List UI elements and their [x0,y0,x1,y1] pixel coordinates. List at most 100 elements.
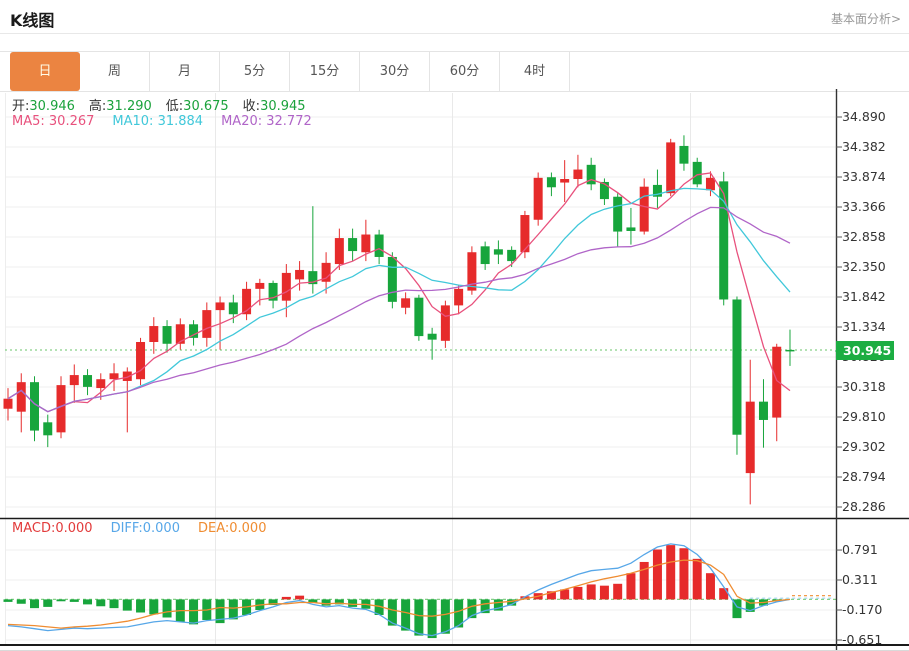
macd-bar [626,573,636,600]
macd-bar [692,558,702,600]
macd-bar [122,599,132,611]
macd-bar [295,595,305,600]
ma5-readout: MA5: 30.267 [12,114,95,129]
macd-bar [454,599,464,628]
candle [679,145,689,164]
macd-bar [43,599,53,607]
candle [666,142,676,194]
macd-readout: MACD:0.000 [12,521,93,536]
candle [613,196,623,232]
candle [308,271,318,285]
tab-period-5[interactable]: 30分 [360,52,430,91]
candle [16,382,26,412]
candle [69,375,79,386]
candle [480,246,490,265]
macd-bar [573,586,583,600]
candle [281,272,291,301]
macd-bar [149,599,159,615]
macd-bar [719,588,729,600]
macd-bar [480,599,490,614]
price-axis-label: 32.858 [842,229,886,244]
macd-bar [679,548,689,600]
macd-bar [560,589,570,600]
macd-axis-label: -0.651 [842,632,883,647]
macd-bar [666,545,676,600]
tab-period-7[interactable]: 4时 [500,52,570,91]
ma10-line [7,187,791,413]
candle [268,282,278,301]
macd-bar [30,599,40,609]
candle [202,310,212,338]
price-axis-label: 33.874 [842,169,886,184]
fundamental-analysis-link[interactable]: 基本面分析> [830,12,901,26]
tab-period-2[interactable]: 月 [150,52,220,91]
macd-bar [493,599,503,611]
tab-period-0[interactable]: 日 [10,52,80,91]
macd-bar [427,599,437,639]
candle [533,177,543,220]
macd-bar [374,599,384,615]
high-value: 31.290 [106,99,152,114]
macd-bar [136,599,146,613]
candle [175,324,185,344]
price-axis-label: 34.890 [842,109,886,124]
macd-bar [520,596,530,600]
macd-histogram [3,545,782,639]
period-tabs: 日周月 5分 15分 30分 60分 4时 [10,52,570,91]
candle [599,181,609,200]
candle [43,422,53,436]
macd-bar [96,599,106,607]
candle [427,333,437,340]
candle [215,302,225,311]
candle [586,164,596,185]
high-label: 高: [88,99,107,114]
tab-period-6[interactable]: 60分 [430,52,500,91]
candle [242,288,252,315]
candle [758,401,768,420]
ma-bar: MA5: 30.267 MA10: 31.884 MA20: 32.772 [12,114,312,129]
candle [692,161,702,185]
ohlc-bar: 开:30.946 高:31.290 低:30.675 收:30.945 [12,95,320,114]
macd-bar [387,599,397,626]
macd-bar [69,599,79,602]
candle [639,186,649,232]
candle [520,215,530,253]
macd-bar [281,596,291,600]
macd-bar [3,599,13,602]
tab-period-3[interactable]: 5分 [220,52,290,91]
candle [348,238,358,252]
candle [30,382,40,431]
ma20-line [7,206,791,413]
candle [109,373,119,380]
price-axis-label: 28.286 [842,499,886,514]
candle [228,302,238,315]
low-value: 30.675 [183,99,229,114]
macd-bar [56,599,66,602]
candle [440,305,450,341]
tab-bar: 日周月 5分 15分 30分 60分 4时 [0,51,909,92]
diff-line [7,543,791,637]
candle [467,252,477,291]
candle [387,256,397,302]
macd-bar [652,549,662,600]
macd-bar [16,599,26,604]
macd-bar [732,599,742,619]
macd-bar [467,599,477,619]
candle [732,299,742,435]
candle [560,179,570,183]
open-label: 开: [12,99,30,114]
candle [785,349,795,352]
candle [295,269,305,280]
tab-period-1[interactable]: 周 [80,52,150,91]
price-axis-label: 31.334 [842,319,886,334]
macd-bar [228,599,238,620]
macd-axis-label: -0.170 [842,602,883,617]
macd-bar [321,599,331,606]
current-price-badge: 30.945 [835,341,894,360]
macd-bar [401,599,411,631]
price-axis-label: 32.350 [842,259,886,274]
ma10-readout: MA10: 31.884 [112,114,204,129]
candlestick-series [3,135,795,505]
tab-period-4[interactable]: 15分 [290,52,360,91]
